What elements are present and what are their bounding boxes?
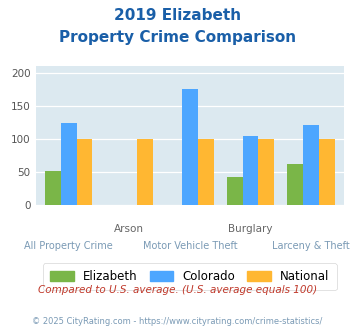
Text: All Property Crime: All Property Crime xyxy=(24,241,113,251)
Bar xyxy=(182,89,198,205)
Bar xyxy=(61,123,77,205)
Bar xyxy=(227,177,242,205)
Text: Burglary: Burglary xyxy=(228,224,273,234)
Text: Motor Vehicle Theft: Motor Vehicle Theft xyxy=(143,241,237,251)
Text: Compared to U.S. average. (U.S. average equals 100): Compared to U.S. average. (U.S. average … xyxy=(38,285,317,295)
Text: Property Crime Comparison: Property Crime Comparison xyxy=(59,30,296,45)
Text: 2019 Elizabeth: 2019 Elizabeth xyxy=(114,8,241,23)
Bar xyxy=(288,164,303,205)
Bar xyxy=(45,171,61,205)
Bar xyxy=(242,136,258,205)
Bar xyxy=(77,139,92,205)
Legend: Elizabeth, Colorado, National: Elizabeth, Colorado, National xyxy=(43,263,337,290)
Bar xyxy=(319,139,335,205)
Bar xyxy=(198,139,214,205)
Text: Larceny & Theft: Larceny & Theft xyxy=(272,241,350,251)
Bar xyxy=(137,139,153,205)
Text: © 2025 CityRating.com - https://www.cityrating.com/crime-statistics/: © 2025 CityRating.com - https://www.city… xyxy=(32,317,323,326)
Bar xyxy=(303,125,319,205)
Bar xyxy=(258,139,274,205)
Text: Arson: Arson xyxy=(114,224,144,234)
